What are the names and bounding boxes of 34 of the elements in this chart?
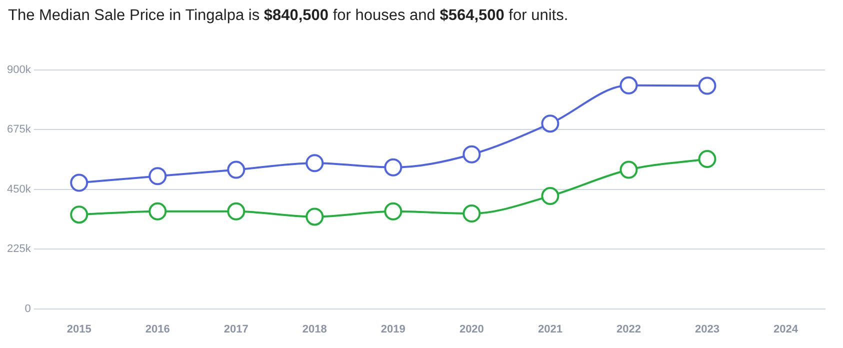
- point: [306, 208, 324, 226]
- point: [148, 202, 167, 220]
- point: [698, 76, 716, 95]
- x-tick-label: 2017: [224, 323, 248, 336]
- chart-title: The Median Sale Price in Tingalpa is $840,500 for houses and $564,500 for units.: [8, 7, 568, 25]
- x-tick-label: 2016: [145, 323, 170, 336]
- point: [698, 150, 716, 168]
- x-tick-label: 2021: [538, 323, 562, 336]
- point: [541, 187, 560, 206]
- y-tick-label: 225k: [6, 243, 32, 256]
- point: [148, 167, 167, 186]
- point: [70, 174, 88, 192]
- point: [227, 160, 246, 179]
- y-tick-label: 450k: [6, 183, 32, 196]
- point: [70, 206, 88, 224]
- point: [306, 154, 324, 172]
- x-tick-label: 2019: [380, 323, 406, 336]
- x-tick-label: 2022: [616, 323, 641, 336]
- x-tick-label: 2020: [459, 323, 484, 336]
- y-tick-label: 900k: [6, 64, 32, 76]
- point: [620, 76, 638, 94]
- x-tick-label: 2018: [302, 323, 327, 336]
- point: [541, 114, 560, 133]
- point: [462, 204, 481, 223]
- point: [620, 160, 638, 179]
- x-tick-label: 2015: [66, 323, 92, 336]
- point: [227, 202, 246, 220]
- y-tick-label: 0: [24, 302, 31, 315]
- point: [384, 202, 402, 220]
- point: [384, 158, 402, 176]
- y-tick-label: 675k: [6, 124, 32, 136]
- x-tick-label: 2024: [774, 323, 799, 336]
- x-tick-label: 2023: [694, 323, 720, 336]
- point: [462, 145, 481, 164]
